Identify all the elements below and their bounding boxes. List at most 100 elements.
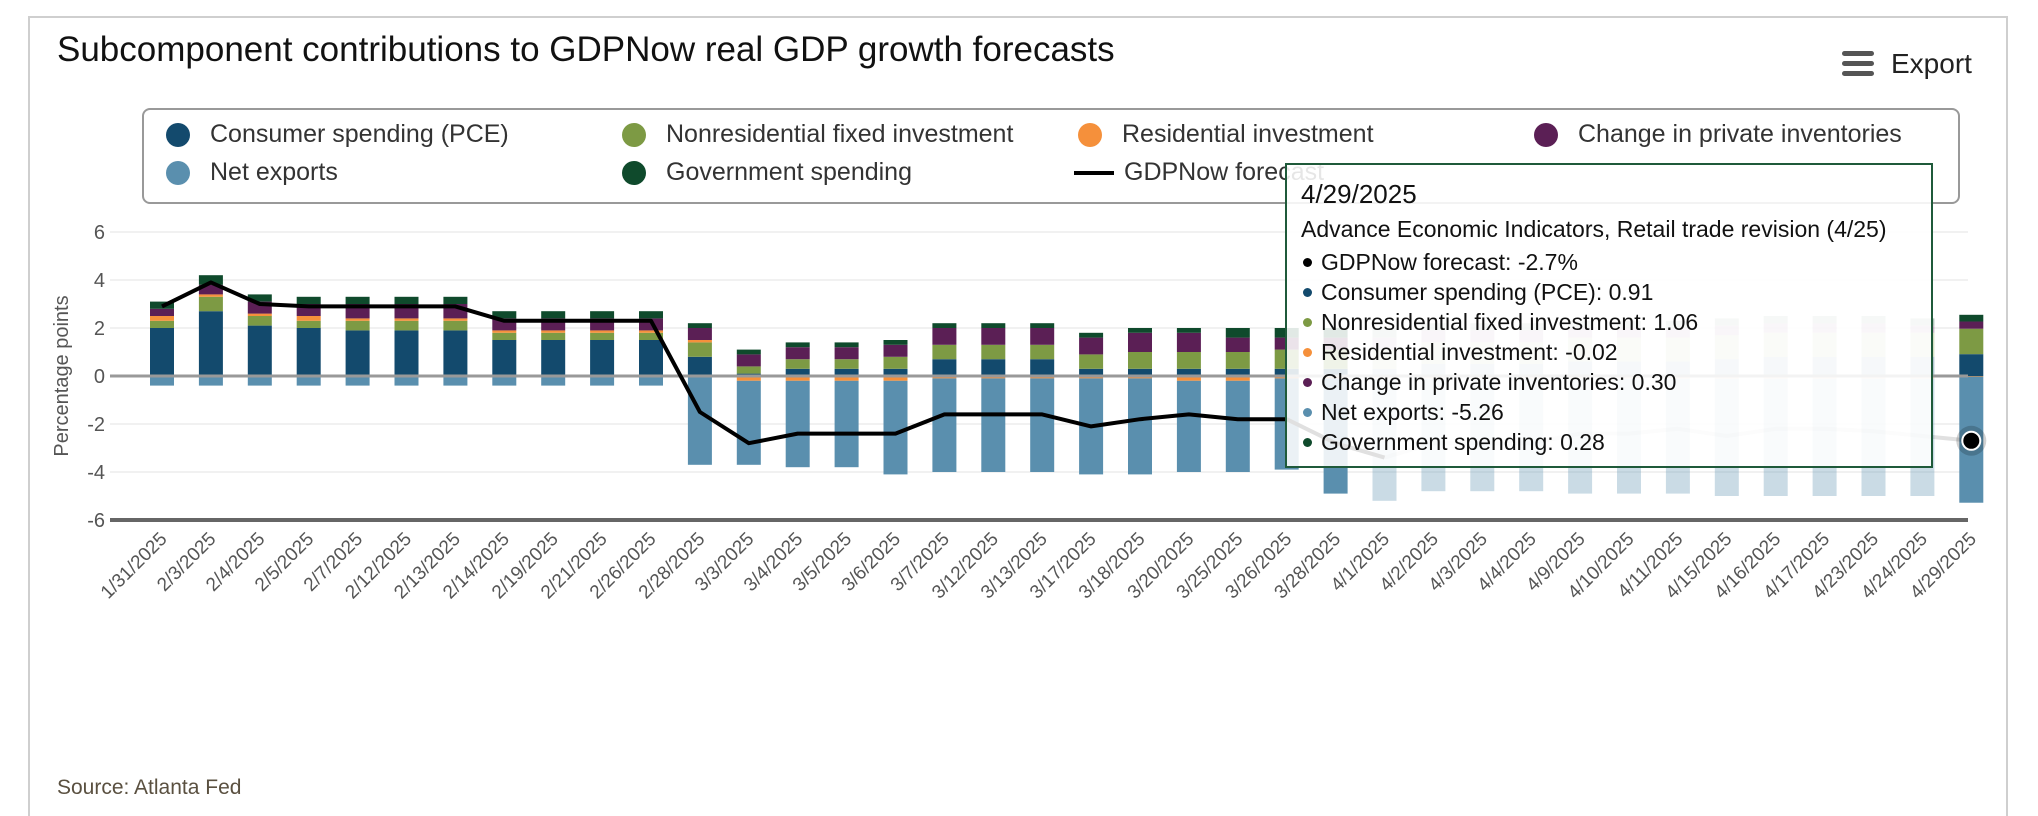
hamburger-menu-icon — [1842, 51, 1874, 77]
bar-segment — [394, 330, 419, 376]
legend-item-inventories[interactable]: Change in private inventories — [1534, 120, 1902, 149]
bar-segment — [687, 323, 712, 328]
tooltip-row: GDPNow forecast: -2.7% — [1301, 247, 1917, 277]
bar-segment — [198, 284, 223, 295]
legend-item-pce[interactable]: Consumer spending (PCE) — [166, 120, 509, 149]
y-tick-label: -6 — [87, 510, 105, 532]
bar-segment — [394, 320, 419, 331]
bar-segment — [834, 368, 859, 376]
bar-segment — [1959, 314, 1984, 322]
bar-segment — [1959, 354, 1984, 376]
bar-segment — [150, 376, 174, 386]
bar-segment — [1128, 378, 1152, 475]
bar-segment — [932, 328, 957, 345]
bar-segment — [981, 328, 1006, 345]
bullet-icon — [1303, 377, 1312, 387]
tooltip-row-label: Change in private inventories: 0.30 — [1321, 369, 1677, 395]
bar-segment — [443, 376, 468, 386]
legend-label: Consumer spending (PCE) — [210, 120, 509, 148]
legend-marker-icon — [622, 160, 646, 185]
bar-segment — [639, 332, 663, 340]
bar-segment — [443, 330, 468, 376]
bar-segment — [247, 325, 272, 376]
tooltip-row: Government spending: 0.28 — [1301, 427, 1917, 457]
tooltip-row: Consumer spending (PCE): 0.91 — [1301, 277, 1917, 307]
y-tick-label: 0 — [94, 366, 105, 388]
bar-segment — [394, 296, 419, 304]
legend-item-government[interactable]: Government spending — [622, 158, 912, 187]
bar-segment — [198, 376, 223, 386]
bar-segment — [834, 380, 859, 468]
source-note: Source: Atlanta Fed — [57, 776, 242, 799]
tooltip-row-label: Consumer spending (PCE): 0.91 — [1321, 279, 1654, 305]
tooltip-row: Change in private inventories: 0.30 — [1301, 367, 1917, 397]
bar-segment — [150, 328, 174, 376]
legend-marker-icon — [1078, 122, 1102, 147]
bar-segment — [590, 376, 615, 386]
bar-segment — [541, 311, 566, 319]
bar-segment — [736, 366, 761, 374]
bar-segment — [443, 296, 468, 304]
export-label: Export — [1891, 48, 1972, 79]
legend-label: Government spending — [666, 158, 912, 186]
bar-segment — [1176, 380, 1201, 472]
bar-segment — [1225, 352, 1250, 369]
bar-segment — [1079, 354, 1104, 369]
bar-segment — [1959, 376, 1984, 377]
bar-segment — [687, 376, 712, 465]
legend-label: Net exports — [210, 158, 338, 186]
y-tick-label: 4 — [94, 270, 105, 292]
bar-segment — [883, 380, 908, 475]
bar-segment — [883, 340, 908, 345]
bar-segment — [834, 376, 859, 381]
bar-segment — [1225, 328, 1250, 338]
y-tick-label: 6 — [94, 222, 105, 244]
bar-segment — [981, 359, 1006, 376]
bar-segment — [932, 359, 957, 376]
bar-segment — [1128, 352, 1152, 369]
tooltip-row-label: Residential investment: -0.02 — [1321, 339, 1618, 365]
bar-segment — [883, 356, 908, 369]
bar-segment — [296, 320, 321, 328]
bar-segment — [981, 344, 1006, 360]
legend-item-net-exports[interactable]: Net exports — [166, 158, 338, 187]
bar-segment — [981, 378, 1006, 472]
bar-segment — [1030, 344, 1055, 360]
bar-segment — [785, 359, 810, 369]
bar-segment — [1030, 323, 1055, 328]
bar-segment — [932, 323, 957, 328]
bar-segment — [296, 328, 321, 376]
bar-segment — [1959, 328, 1984, 355]
bar-segment — [492, 376, 517, 386]
legend-item-nonresidential[interactable]: Nonresidential fixed investment — [622, 120, 1013, 149]
bar-segment — [736, 376, 761, 381]
legend-marker-icon — [166, 122, 190, 147]
bar-segment — [785, 347, 810, 360]
bar-segment — [394, 318, 419, 321]
legend-item-residential[interactable]: Residential investment — [1078, 120, 1374, 149]
bar-segment — [345, 318, 370, 321]
bar-segment — [590, 340, 615, 376]
legend-line-icon — [1074, 170, 1114, 175]
tooltip-date: 4/29/2025 — [1301, 179, 1417, 209]
bar-segment — [1079, 337, 1104, 355]
tooltip-event: Advance Economic Indicators, Retail trad… — [1301, 216, 1887, 242]
bar-segment — [198, 275, 223, 285]
bar-segment — [394, 376, 419, 386]
tooltip-row-label: Net exports: -5.26 — [1321, 399, 1504, 425]
bar-segment — [198, 296, 223, 312]
export-button[interactable]: Export — [1842, 46, 1972, 82]
legend-marker-icon — [1534, 122, 1558, 147]
y-tick-label: -2 — [87, 414, 105, 436]
bar-segment — [296, 296, 321, 304]
bar-segment — [981, 323, 1006, 328]
legend-label: Change in private inventories — [1578, 120, 1902, 148]
bar-segment — [1959, 321, 1984, 329]
bar-segment — [1128, 368, 1152, 376]
bullet-icon — [1303, 317, 1312, 327]
bar-segment — [492, 330, 517, 333]
bar-segment — [296, 376, 321, 386]
bar-segment — [443, 320, 468, 331]
bar-segment — [247, 313, 272, 316]
bar-segment — [345, 320, 370, 331]
